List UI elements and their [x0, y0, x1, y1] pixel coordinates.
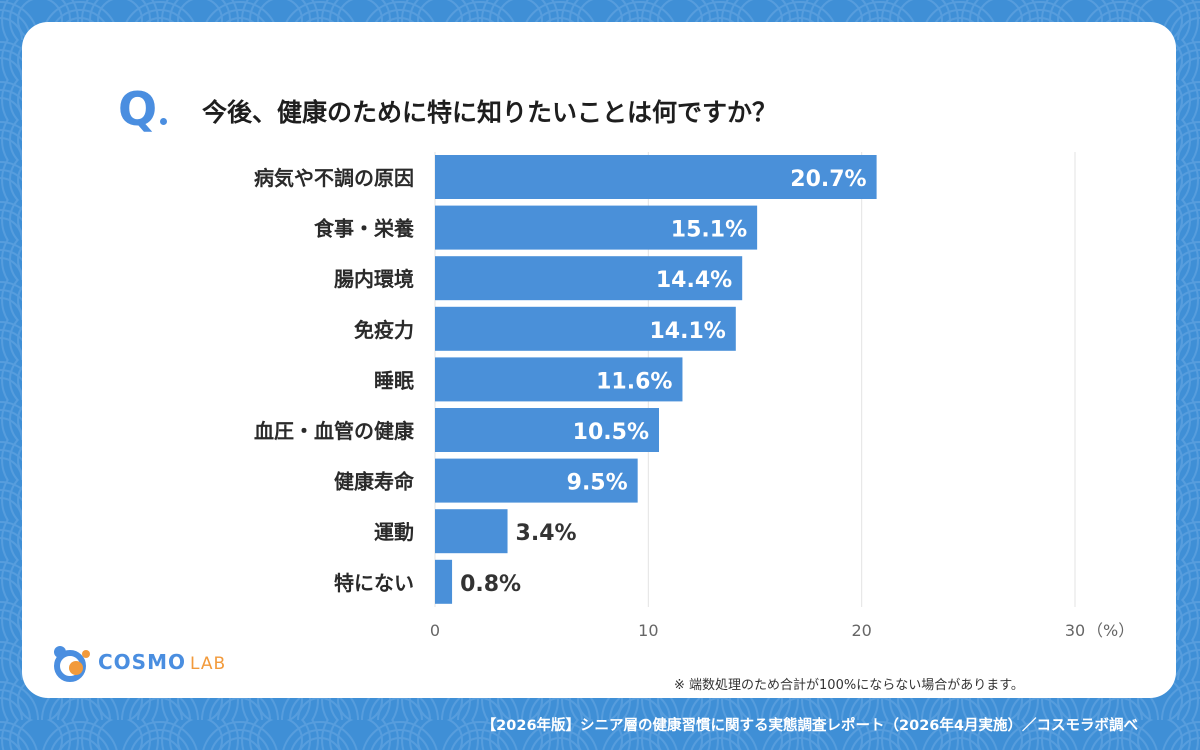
- bar: [435, 205, 758, 250]
- value-label: 9.5%: [567, 471, 628, 496]
- category-label: 食事・栄養: [314, 217, 415, 241]
- x-tick-label: 10: [638, 621, 658, 640]
- category-label: 免疫力: [354, 318, 414, 342]
- value-label: 14.4%: [656, 268, 732, 293]
- category-label: 腸内環境: [334, 267, 414, 291]
- footnote: ※ 端数処理のため合計が100%にならない場合があります。: [674, 678, 1024, 693]
- bar: [435, 559, 453, 604]
- value-label: 11.6%: [596, 369, 672, 394]
- value-label: 15.1%: [671, 218, 747, 243]
- category-label: 運動: [374, 520, 414, 544]
- x-tick-label: 0: [430, 621, 440, 640]
- value-label: 0.8%: [460, 572, 521, 597]
- bar-chart: 病気や不調の原因 20.7% 食事・栄養 15.1% 腸内環境 14.4% 免疫力 14.1%…: [254, 152, 1134, 640]
- category-label: 血圧・血管の健康: [254, 419, 415, 443]
- bar: [435, 509, 508, 554]
- x-tick-label: 30: [1065, 621, 1085, 640]
- value-label: 10.5%: [573, 420, 649, 445]
- bar: [435, 256, 743, 301]
- x-tick-label: 20: [851, 621, 871, 640]
- category-label: 特にない: [334, 571, 414, 595]
- bar: [435, 155, 877, 199]
- question-mark: Q: [118, 86, 168, 132]
- x-unit-label: （%）: [1087, 621, 1134, 640]
- bar: [435, 306, 736, 351]
- category-label: 健康寿命: [334, 470, 415, 494]
- question-title: 今後、健康のために特に知りたいことは何ですか？: [202, 98, 778, 127]
- bar: [435, 458, 638, 503]
- chart-card: Q 今後、健康のために特に知りたいことは何ですか？ 病気や不調の原因 20.7% 食…: [22, 22, 1176, 698]
- bar: [435, 408, 659, 452]
- category-label: 睡眠: [374, 368, 414, 392]
- logo-wordmark: COSMO LAB: [98, 650, 227, 674]
- value-label: 14.1%: [649, 319, 725, 344]
- category-label: 病気や不調の原因: [254, 166, 414, 190]
- value-label: 3.4%: [516, 521, 577, 546]
- bar: [435, 357, 683, 402]
- value-label: 20.7%: [790, 167, 866, 192]
- source-credit: 【2026年版】シニア層の健康習慣に関する実態調査レポート（2026年4月実施）…: [481, 718, 1138, 734]
- cosmo-lab-logo: [54, 646, 90, 682]
